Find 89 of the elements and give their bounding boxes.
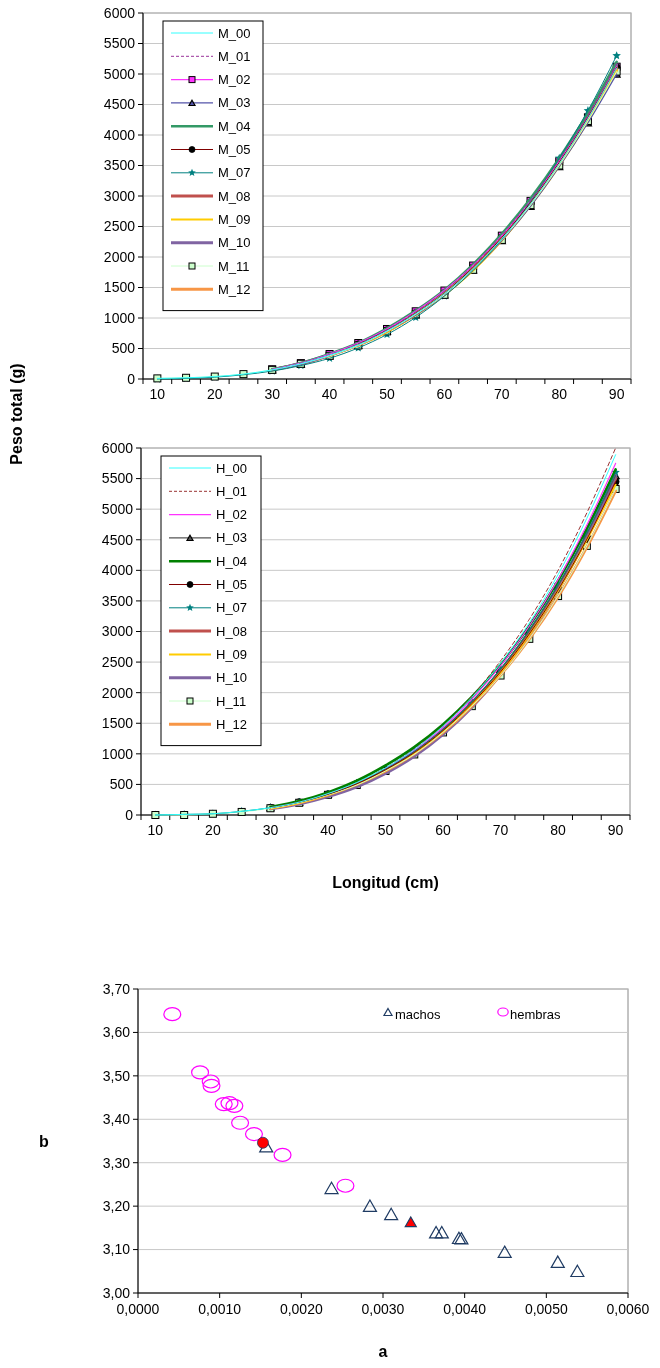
y-tick-label: 5500 — [103, 35, 136, 52]
y-tick-label: 3000 — [101, 623, 134, 640]
x-axis-title: a — [378, 1343, 388, 1360]
x-tick-label: 0,0040 — [443, 1301, 487, 1317]
legend-label: M_12 — [218, 281, 251, 297]
x-tick-label: 40 — [320, 822, 336, 838]
y-tick-label: 4500 — [103, 96, 136, 113]
y-tick-label: 3500 — [103, 157, 136, 174]
x-tick-label: 20 — [206, 386, 223, 402]
legend-label: H_04 — [216, 553, 248, 569]
legend-label: M_09 — [218, 211, 251, 227]
legend-label: H_09 — [216, 646, 248, 662]
legend-label: H_03 — [216, 530, 248, 546]
y-tick-label: 5500 — [101, 470, 134, 487]
y-tick-label: 0 — [127, 370, 136, 387]
x-tick-label: 80 — [550, 822, 567, 838]
x-tick-label: 70 — [494, 386, 510, 402]
x-tick-label: 0,0000 — [116, 1301, 160, 1317]
y-tick-label: 1500 — [101, 715, 134, 732]
x-tick-label: 50 — [379, 386, 395, 402]
y-tick-label: 1000 — [101, 745, 134, 762]
legend-label: M_11 — [218, 258, 250, 274]
x-tick-label: 40 — [321, 386, 338, 402]
x-tick-label: 90 — [608, 386, 625, 402]
x-tick-label: 0,0030 — [361, 1301, 405, 1317]
x-tick-label: 0,0020 — [279, 1301, 323, 1317]
x-tick-label: 60 — [436, 386, 453, 402]
legend-label: M_03 — [218, 95, 251, 111]
y-tick-label: 3,20 — [102, 1198, 131, 1215]
y-axis-title: Peso total (g) — [8, 363, 25, 465]
legend-label: H_11 — [216, 693, 247, 709]
legend-label: H_00 — [216, 460, 248, 476]
y-tick-label: 3,70 — [102, 980, 131, 997]
legend-label: M_02 — [218, 72, 251, 88]
y-tick-label: 4000 — [101, 562, 134, 579]
y-tick-label: 6000 — [101, 439, 134, 456]
y-tick-label: 3500 — [101, 592, 134, 609]
x-tick-label: 80 — [551, 386, 568, 402]
x-tick-label: 70 — [492, 822, 509, 838]
y-tick-label: 4000 — [103, 126, 136, 143]
y-tick-label: 1000 — [103, 309, 136, 326]
y-tick-label: 5000 — [103, 65, 136, 82]
x-tick-label: 90 — [607, 822, 624, 838]
y-tick-label: 6000 — [103, 4, 136, 21]
legend-label: H_07 — [216, 600, 248, 616]
y-tick-label: 1500 — [103, 279, 136, 296]
x-tick-label: 50 — [377, 822, 394, 838]
legend-label: H_01 — [216, 483, 248, 499]
x-axis-title: Longitud (cm) — [332, 874, 439, 891]
y-tick-label: 3,40 — [102, 1111, 131, 1128]
y-tick-label: 5000 — [101, 501, 134, 518]
y-tick-label: 3,30 — [102, 1154, 131, 1171]
legend-label: M_08 — [218, 188, 251, 204]
legend-label: H_05 — [216, 577, 248, 593]
legend-label: M_00 — [218, 25, 251, 41]
x-tick-label: 60 — [435, 822, 452, 838]
legend-label: H_02 — [216, 507, 248, 523]
y-tick-label: 3000 — [103, 187, 136, 204]
legend-label: M_07 — [218, 165, 251, 181]
y-tick-label: 500 — [109, 776, 134, 793]
y-tick-label: 2500 — [101, 653, 134, 670]
x-tick-label: 0,0060 — [606, 1301, 650, 1317]
y-tick-label: 3,50 — [102, 1067, 131, 1084]
legend-label: machos — [395, 1006, 442, 1022]
y-tick-label: 3,60 — [102, 1024, 131, 1041]
y-tick-label: 2500 — [103, 218, 136, 235]
x-tick-label: 20 — [205, 822, 221, 838]
legend-label: M_05 — [218, 142, 251, 158]
legend-label: M_01 — [218, 48, 251, 64]
legend-label: M_04 — [218, 118, 251, 134]
x-tick-label: 30 — [262, 822, 279, 838]
y-axis-title: b — [39, 1132, 50, 1150]
legend-label: H_10 — [216, 670, 248, 686]
y-tick-label: 3,10 — [102, 1241, 131, 1258]
legend-label: H_08 — [216, 623, 248, 639]
legend-label: M_10 — [218, 235, 251, 251]
legend-label: H_12 — [216, 716, 248, 732]
x-tick-label: 0,0050 — [524, 1301, 568, 1317]
y-tick-label: 2000 — [101, 684, 134, 701]
x-tick-label: 0,0010 — [198, 1301, 242, 1317]
x-tick-label: 10 — [147, 822, 164, 838]
y-tick-label: 0 — [125, 806, 134, 823]
y-tick-label: 4500 — [101, 531, 134, 548]
legend-label: hembras — [510, 1006, 562, 1022]
y-tick-label: 500 — [111, 340, 136, 357]
x-tick-label: 30 — [264, 386, 281, 402]
x-tick-label: 10 — [149, 386, 166, 402]
y-tick-label: 2000 — [103, 248, 136, 265]
y-tick-label: 3,00 — [102, 1284, 131, 1301]
